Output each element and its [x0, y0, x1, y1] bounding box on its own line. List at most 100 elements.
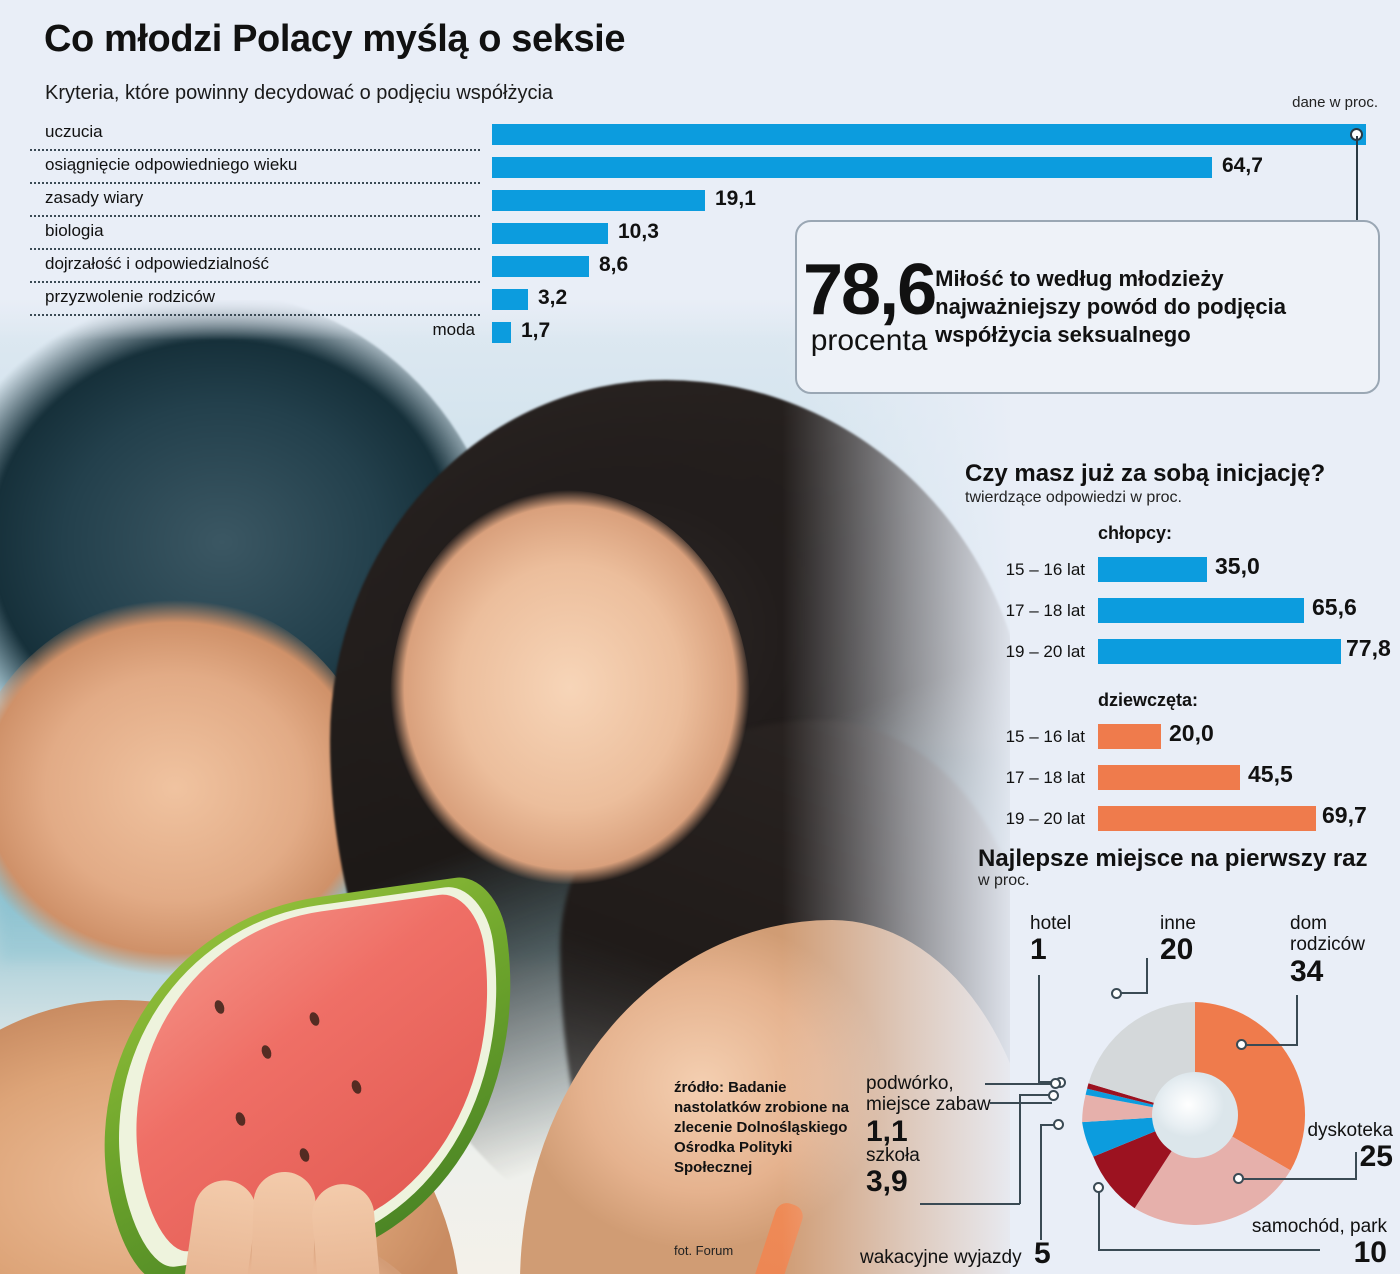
chart2-bar-boys: [1098, 598, 1304, 623]
callout-number: 78,6: [803, 250, 937, 331]
pie-leader-dom-v: [1296, 995, 1298, 1045]
chart2-bar-girls: [1098, 765, 1240, 790]
pie-value-podworko: 1,1: [866, 1114, 908, 1148]
pie-label-dyskoteka: dyskoteka 25: [1283, 1120, 1393, 1173]
chart1-dotted-rule: [30, 149, 480, 151]
chart-initiation: Czy masz już za sobą inicjację? twierdzą…: [965, 460, 1400, 841]
pie-leader-dyskoteka-v: [1355, 1152, 1357, 1180]
pie-label-dom-rodzicow: dom rodziców 34: [1290, 913, 1365, 987]
donut-slice-dyskoteka: [1134, 1115, 1291, 1225]
pie-leader-szkola-v: [1019, 1094, 1021, 1204]
chart1-bar: [492, 124, 1366, 145]
chart2-bar-boys: [1098, 639, 1341, 664]
chart2-value-boys: 35,0: [1215, 553, 1260, 579]
chart1-units-note: dane w proc.: [1292, 94, 1378, 111]
pie-label-dom-l1: dom: [1290, 913, 1327, 934]
chart2-age-label: 19 – 20 lat: [1005, 642, 1085, 661]
callout-unit: procenta: [810, 324, 928, 358]
pie-leader-dyskoteka-h: [1243, 1178, 1356, 1180]
pie-leader-dot-inne: [1111, 988, 1122, 999]
pie-label-hotel-text: hotel: [1030, 913, 1072, 934]
chart1-dotted-rule: [30, 281, 480, 283]
chart1-value: 64,7: [1222, 154, 1263, 177]
chart2-value-boys: 77,8: [1346, 635, 1391, 661]
pie-label-inne: inne 20: [1160, 913, 1196, 966]
pie-label-podworko-l2: miejsce zabaw: [866, 1094, 991, 1116]
pie-leader-wakacyjne-v: [1040, 1124, 1042, 1240]
pie-label-hotel: hotel 1: [1030, 913, 1071, 966]
chart1-row: biologia 10,3: [0, 217, 1400, 250]
pie-value-wakacyjne: 5: [1034, 1237, 1051, 1270]
chart2-row-girls: 17 – 18 lat 45,5: [965, 759, 1400, 800]
pie-label-szkola-text: szkoła: [866, 1145, 920, 1166]
chart1-label: zasady wiary: [45, 188, 144, 207]
chart2-value-girls: 45,5: [1248, 761, 1293, 787]
chart1-label: dojrzałość i odpowiedzialność: [45, 254, 269, 273]
pie-leader-wakacyjne-h: [1040, 1124, 1056, 1126]
pie-leader-dom-h: [1246, 1044, 1298, 1046]
chart2-row-girls: 19 – 20 lat 69,7: [965, 800, 1400, 841]
chart1-label: przyzwolenie rodziców: [45, 287, 216, 306]
pie-leader-dot-wakacyjne: [1053, 1119, 1064, 1130]
page-title: Co młodzi Polacy myślą o seksie: [44, 18, 626, 60]
pie-value-szkola: 3,9: [866, 1165, 908, 1199]
chart2-girls-heading: dziewczęta:: [1098, 690, 1199, 710]
chart2-bar-boys: [1098, 557, 1207, 582]
chart2-age-label: 15 – 16 lat: [1005, 560, 1085, 579]
couple-photo: [0, 300, 1010, 1274]
chart1-row: uczucia: [0, 118, 1400, 151]
pie-label-samochod-text: samochód, park: [1251, 1216, 1387, 1237]
pie-leader-inne-v: [1146, 958, 1148, 993]
chart2-row-girls: 15 – 16 lat 20,0: [965, 718, 1400, 759]
chart2-row-boys: 15 – 16 lat 35,0: [965, 551, 1400, 592]
chart2-title: Czy masz już za sobą inicjację?: [965, 460, 1326, 487]
chart1-dotted-rule: [30, 314, 480, 316]
donut-center-hole: [1152, 1072, 1238, 1158]
pie-label-podworko-l1: podwórko,: [866, 1073, 954, 1094]
chart1-subtitle: Kryteria, które powinny decydować o podj…: [45, 82, 554, 104]
chart2-value-boys: 65,6: [1312, 594, 1357, 620]
pie-leader-dot-szkola: [1048, 1090, 1059, 1101]
pie-label-samochod-park: samochód, park 10: [1222, 1216, 1387, 1269]
pie-leader-podworko-h2: [990, 1102, 1052, 1104]
chart1-row: przyzwolenie rodziców 3,2: [0, 283, 1400, 316]
photo-right-fade: [782, 300, 1010, 1274]
chart1-value: 1,7: [521, 319, 551, 342]
chart1-bar: [492, 157, 1212, 178]
pie-leader-szkola-h: [920, 1203, 1020, 1205]
chart2-row-boys: 19 – 20 lat 77,8: [965, 633, 1400, 674]
pie-value-dom-rodzicow: 34: [1290, 954, 1324, 988]
chart1-value: 19,1: [715, 187, 756, 210]
chart2-age-label: 17 – 18 lat: [1005, 601, 1085, 620]
pie-label-inne-text: inne: [1160, 913, 1196, 934]
chart1-bar: [492, 190, 705, 211]
callout-leader-line: [1356, 136, 1358, 236]
pie-value-inne: 20: [1160, 933, 1194, 967]
pie-leader-samochod-v: [1098, 1190, 1100, 1250]
chart1-label: uczucia: [45, 122, 103, 141]
pie-label-podworko: podwórko, miejsce zabaw 1,1: [866, 1073, 991, 1147]
chart3-title: Najlepsze miejsce na pierwszy raz: [978, 845, 1368, 872]
pie-leader-dot-podworko: [1050, 1078, 1061, 1089]
callout-number-block: 78,6 procenta: [797, 250, 937, 358]
chart1-row: moda 1,7: [0, 316, 1400, 349]
pie-label-dyskoteka-text: dyskoteka: [1307, 1120, 1393, 1141]
chart1-label: moda: [432, 320, 475, 339]
chart2-age-label: 15 – 16 lat: [1005, 727, 1085, 746]
photo-finger: [249, 1170, 317, 1274]
chart3-subtitle: w proc.: [978, 872, 1030, 889]
callout-text: Miłość to według młodzieży najważniejszy…: [935, 266, 1286, 347]
pie-value-hotel: 1: [1030, 933, 1047, 967]
chart1-bar: [492, 223, 608, 244]
chart1-dotted-rule: [30, 248, 480, 250]
pie-label-wakacyjne: wakacyjne wyjazdy 5: [860, 1238, 1060, 1270]
pie-leader-inne-h: [1121, 992, 1148, 994]
chart2-value-girls: 69,7: [1322, 802, 1367, 828]
pie-value-dyskoteka: 25: [1359, 1140, 1393, 1174]
photo-credit: fot. Forum: [674, 1243, 734, 1258]
source-text: źródło: Badanie nastolatków zrobione na …: [674, 1079, 850, 1177]
chart1-value: 10,3: [618, 220, 659, 243]
chart-criteria: uczucia osiągnięcie odpowiedniego wieku …: [0, 118, 1400, 349]
chart2-boys-heading: chłopcy:: [1098, 523, 1173, 543]
